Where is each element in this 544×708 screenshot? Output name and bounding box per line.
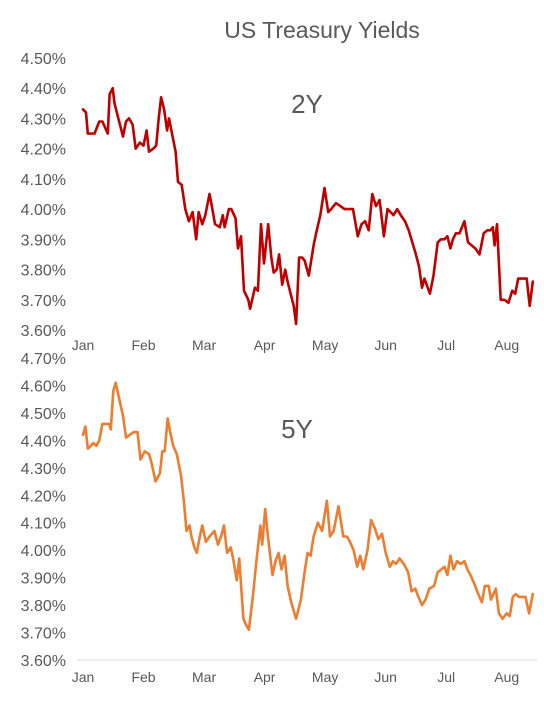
y-tick-label: 3.70% xyxy=(21,293,66,310)
y-tick-label: 3.80% xyxy=(21,598,66,615)
y-tick-label: 3.70% xyxy=(21,626,66,643)
x-tick-label: Jul xyxy=(437,669,455,685)
x-tick-label: Aug xyxy=(494,337,519,353)
y-tick-label: 4.00% xyxy=(21,543,66,560)
x-tick-label: Apr xyxy=(254,669,276,685)
y-tick-label: 4.30% xyxy=(21,111,66,128)
y-tick-label: 4.50% xyxy=(21,406,66,423)
series-line-5y xyxy=(81,381,535,632)
y-tick-label: 4.30% xyxy=(21,461,66,478)
y-tick-label: 3.80% xyxy=(21,263,66,280)
y-tick-label: 4.40% xyxy=(21,433,66,450)
x-tick-label: Mar xyxy=(192,337,216,353)
x-tick-label: Jan xyxy=(72,337,95,353)
x-tick-label: Feb xyxy=(131,337,155,353)
y-tick-label: 4.50% xyxy=(21,51,66,68)
chart-title: US Treasury Yields xyxy=(224,17,420,43)
x-tick-label: Aug xyxy=(494,669,519,685)
panel-label: 2Y xyxy=(291,89,323,119)
y-tick-label: 4.40% xyxy=(21,81,66,98)
y-tick-label: 4.10% xyxy=(21,516,66,533)
panel-2y: 4.50% 4.40% 4.30% 4.20% 4.10% 4.00% 3.90% 3.80%… xyxy=(21,51,535,353)
y-tick-label: 4.10% xyxy=(21,172,66,189)
x-tick-label: Jun xyxy=(374,669,397,685)
y-tick-label: 4.20% xyxy=(21,488,66,505)
x-tick-label: Mar xyxy=(192,669,216,685)
x-tick-label: Apr xyxy=(254,337,276,353)
y-tick-label: 3.90% xyxy=(21,232,66,249)
y-tick-label: 4.20% xyxy=(21,142,66,159)
y-tick-label: 3.90% xyxy=(21,571,66,588)
y-tick-label: 4.70% xyxy=(21,351,66,368)
x-tick-label: Jan xyxy=(72,669,95,685)
panel-5y: 4.70% 4.60% 4.50% 4.40% 4.30% 4.20% 4.10% 4.00%… xyxy=(21,351,537,685)
y-tick-label: 4.60% xyxy=(21,378,66,395)
x-tick-label: May xyxy=(312,337,338,353)
series-line-2y xyxy=(81,86,535,326)
x-tick-label: Jul xyxy=(437,337,455,353)
panel-label: 5Y xyxy=(281,414,313,444)
y-tick-label: 4.00% xyxy=(21,202,66,219)
x-tick-label: May xyxy=(312,669,338,685)
y-tick-label: 3.60% xyxy=(21,323,66,340)
y-tick-label: 3.60% xyxy=(21,653,66,670)
x-tick-label: Feb xyxy=(131,669,155,685)
x-tick-label: Jun xyxy=(374,337,397,353)
